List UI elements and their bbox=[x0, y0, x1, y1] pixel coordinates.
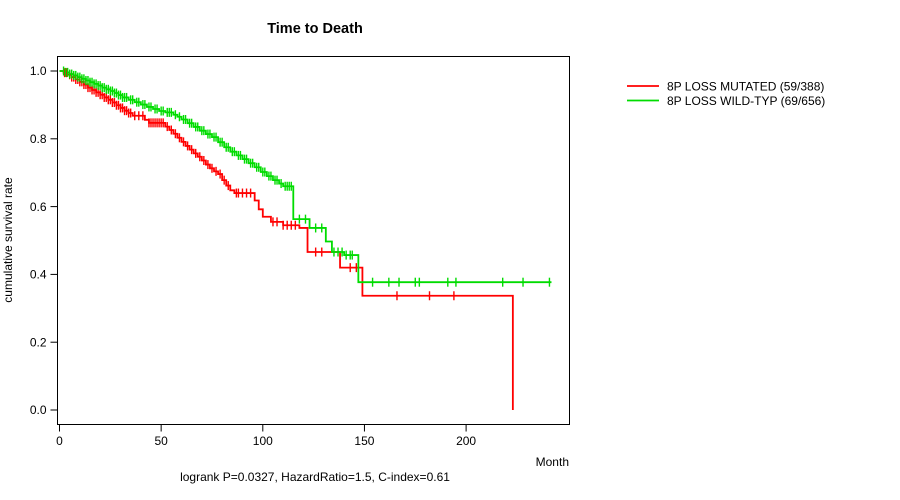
x-tick-label: 0 bbox=[56, 434, 63, 448]
y-tick-label: 0.6 bbox=[30, 200, 47, 214]
legend-label-mutated: 8P LOSS MUTATED (59/388) bbox=[667, 80, 824, 94]
legend: 8P LOSS MUTATED (59/388) 8P LOSS WILD-TY… bbox=[627, 80, 825, 108]
survival-curve-mutated bbox=[59, 70, 514, 410]
y-tick-label: 1.0 bbox=[30, 64, 47, 78]
x-tick-label: 200 bbox=[456, 434, 476, 448]
x-axis-label: Month bbox=[536, 455, 569, 469]
x-axis-ticks: 0 50 100 150 200 bbox=[56, 424, 476, 448]
plot-area-box bbox=[57, 56, 570, 425]
y-tick-label: 0.2 bbox=[30, 335, 47, 349]
legend-label-wildtype: 8P LOSS WILD-TYP (69/656) bbox=[667, 94, 825, 108]
y-tick-label: 0.0 bbox=[30, 403, 47, 417]
x-tick-label: 50 bbox=[154, 434, 168, 448]
chart-title: Time to Death bbox=[267, 21, 363, 37]
y-tick-label: 0.8 bbox=[30, 132, 47, 146]
y-axis-ticks: 1.0 0.8 0.6 0.4 0.2 0.0 bbox=[30, 64, 58, 417]
footer-stats: logrank P=0.0327, HazardRatio=1.5, C-ind… bbox=[180, 470, 450, 484]
survival-curves bbox=[59, 70, 552, 410]
x-tick-label: 100 bbox=[253, 434, 273, 448]
censor-marks bbox=[62, 66, 551, 301]
x-tick-label: 150 bbox=[354, 434, 374, 448]
y-axis-label: cumulative survival rate bbox=[1, 177, 15, 303]
y-tick-label: 0.4 bbox=[30, 268, 47, 282]
